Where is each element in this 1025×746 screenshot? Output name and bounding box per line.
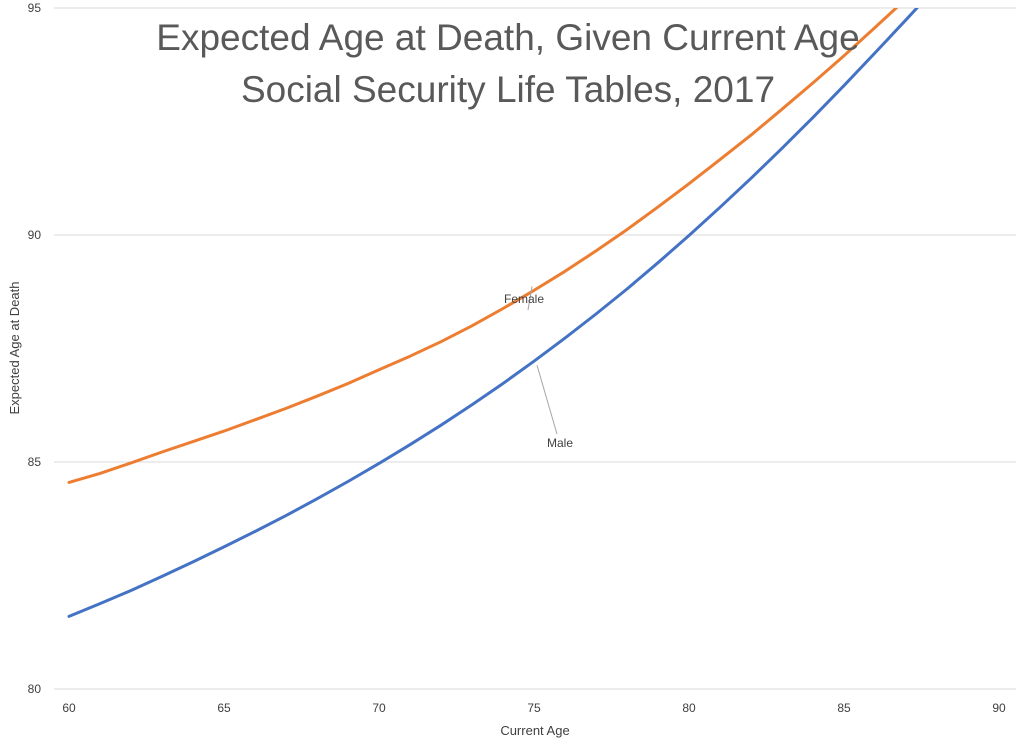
- chart-title-line-2: Social Security Life Tables, 2017: [241, 69, 775, 110]
- x-tick-label: 60: [62, 701, 76, 715]
- x-tick-label: 70: [372, 701, 386, 715]
- female-label-leader: [527, 286, 533, 311]
- y-tick-label: 80: [28, 682, 42, 696]
- series-label-male: Male: [547, 436, 573, 450]
- series-line-female: [67, 8, 899, 484]
- gridlines: [54, 7, 1016, 690]
- series-label-female: Female: [504, 292, 544, 306]
- x-tick-label: 75: [527, 701, 541, 715]
- series-labels: Female Male: [504, 286, 573, 450]
- x-axis-title: Current Age: [500, 723, 569, 738]
- y-axis-title: Expected Age at Death: [7, 282, 22, 415]
- x-tick-label: 90: [992, 701, 1006, 715]
- x-tick-label: 85: [837, 701, 851, 715]
- y-tick-label: 85: [28, 455, 42, 469]
- y-tick-label: 90: [28, 228, 42, 242]
- x-tick-label: 65: [217, 701, 231, 715]
- plot-series: [67, 8, 919, 618]
- x-tick-label: 80: [682, 701, 696, 715]
- male-label-leader: [536, 365, 558, 435]
- axis-ticks: 80 85 90 95 60 65 70 75 80 85 90: [28, 1, 1006, 715]
- chart-title-line-1: Expected Age at Death, Given Current Age: [156, 17, 859, 58]
- series-line-male: [67, 8, 919, 618]
- y-tick-label: 95: [28, 1, 42, 15]
